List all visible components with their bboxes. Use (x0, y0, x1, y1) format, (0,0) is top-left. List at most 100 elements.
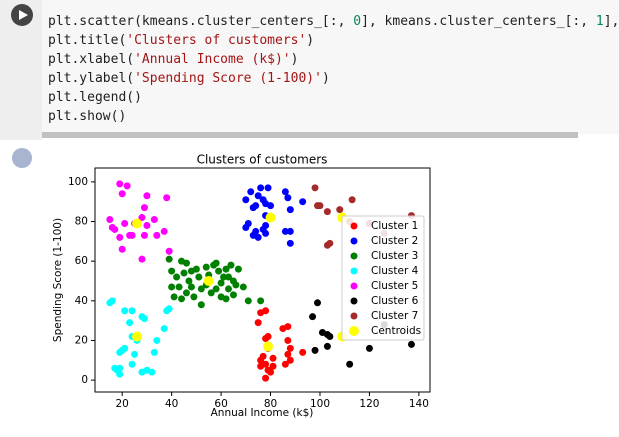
point (252, 227, 260, 235)
legend-label: Cluster 5 (371, 280, 418, 292)
point (106, 216, 114, 224)
code-token: plt.legend() (48, 90, 142, 105)
code-editor[interactable]: plt.scatter(kmeans.cluster_centers_[:, 0… (42, 0, 619, 134)
run-button[interactable] (11, 4, 33, 26)
point (148, 368, 156, 376)
scrollbar[interactable] (42, 132, 578, 138)
point (262, 307, 270, 315)
code-token: 0 (353, 14, 362, 29)
point (168, 283, 176, 291)
point (160, 227, 168, 235)
point (192, 265, 200, 273)
code-token: plt.title( (48, 33, 127, 48)
point (316, 202, 324, 210)
point (197, 301, 205, 309)
x-tick-label: 20 (116, 398, 129, 410)
point (185, 277, 193, 285)
point (111, 225, 119, 233)
code-token: 'Annual Income (k$)' (134, 52, 291, 67)
point (190, 293, 198, 301)
legend-marker (350, 267, 358, 275)
point (108, 297, 116, 305)
point (128, 360, 136, 368)
legend-label: Cluster 2 (371, 235, 418, 247)
point (264, 332, 272, 340)
code-token: ) (290, 52, 299, 67)
point (220, 273, 228, 281)
chart-title: Clusters of customers (197, 153, 328, 167)
y-tick-label: 20 (75, 334, 88, 346)
point (407, 340, 415, 348)
point (267, 368, 275, 376)
legend-marker (350, 312, 358, 320)
point (311, 184, 319, 192)
x-tick-label: 100 (310, 398, 330, 410)
point (244, 220, 252, 228)
point (227, 261, 235, 269)
point (259, 352, 267, 360)
point (132, 218, 143, 229)
point (252, 202, 260, 210)
code-token: 'Spending Score (1-100)' (134, 71, 322, 86)
point (140, 204, 148, 212)
point (131, 350, 139, 358)
point (286, 206, 294, 214)
point (126, 319, 134, 327)
point (207, 289, 215, 297)
point (202, 263, 210, 271)
legend-label: Cluster 6 (371, 295, 419, 307)
point (203, 275, 214, 286)
point (182, 259, 190, 267)
legend-label: Cluster 1 (371, 220, 418, 232)
code-text: plt.scatter(kmeans.cluster_centers_[:, 0… (42, 0, 619, 126)
point (262, 374, 270, 382)
point (336, 206, 344, 214)
point (346, 360, 354, 368)
legend-label: Cluster 7 (371, 310, 418, 322)
y-axis-label: Spending Score (1-100) (52, 218, 64, 342)
point (365, 344, 373, 352)
code-token: ) (321, 71, 330, 86)
point (281, 360, 289, 368)
point (116, 364, 124, 372)
legend-marker (350, 297, 358, 305)
code-token: plt.xlabel( (48, 52, 135, 67)
point (257, 184, 265, 192)
point (311, 346, 319, 354)
point (281, 227, 289, 235)
point (138, 214, 146, 222)
point (286, 227, 294, 235)
x-axis-label: Annual Income (k$) (211, 407, 314, 419)
point (215, 267, 223, 275)
point (150, 348, 158, 356)
point (257, 297, 265, 305)
point (254, 319, 262, 327)
point (284, 323, 292, 331)
point (323, 208, 331, 216)
point (286, 239, 294, 247)
point (143, 192, 151, 200)
y-tick-label: 60 (75, 255, 88, 267)
point (165, 255, 173, 263)
point (121, 220, 129, 228)
point (143, 221, 151, 229)
point (168, 267, 176, 275)
point (264, 184, 272, 192)
code-token: ], s (603, 14, 619, 29)
legend-label: Cluster 3 (371, 250, 418, 262)
point (254, 192, 262, 200)
code-token: ], kmeans.cluster_centers_[:, (361, 14, 596, 29)
legend-marker (350, 222, 358, 230)
point (178, 295, 186, 303)
point (165, 247, 173, 255)
point (160, 325, 168, 333)
point (284, 336, 292, 344)
point (299, 198, 307, 206)
run-icon[interactable] (11, 4, 33, 26)
point (247, 188, 255, 196)
point (116, 233, 124, 241)
x-tick-label: 120 (359, 398, 379, 410)
code-token: plt.ylabel( (48, 71, 135, 86)
legend-marker (350, 252, 358, 260)
